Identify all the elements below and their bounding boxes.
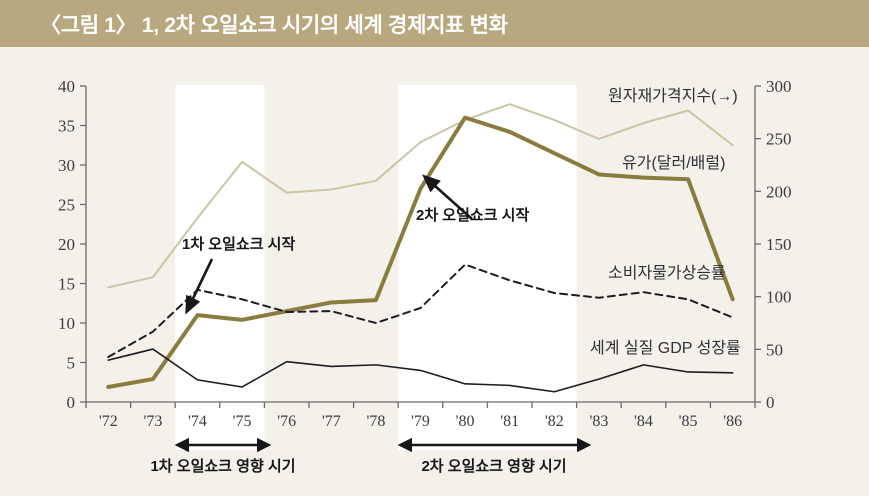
period-span-label: 2차 오일쇼크 영향 시기	[421, 457, 566, 475]
y-left-tick-label: 15	[58, 275, 75, 294]
series-line	[107, 263, 734, 358]
y-right-tick-label: 250	[766, 130, 792, 149]
y-right-tick-label: 0	[766, 393, 775, 412]
y-right-tick-label: 50	[766, 340, 783, 359]
chart-plot: 0 5 10 15 20 25 30 35 40 0 50 100 150 200 250 300 '72 '73…	[58, 77, 792, 475]
series-label: 유가(달러/배럴)	[622, 154, 725, 172]
x-tick-label: '83	[589, 413, 608, 430]
x-tick-label: '72	[99, 413, 118, 430]
x-tick-label: '85	[679, 413, 698, 430]
chart-annotation-label: 1차 오일쇼크 시작	[182, 235, 295, 253]
chart-body: 0 5 10 15 20 25 30 35 40 0 50 100 150 200 250 300 '72 '73…	[0, 47, 869, 496]
chart-annotation-label: 2차 오일쇼크 시작	[416, 206, 529, 224]
period-span-label: 1차 오일쇼크 영향 시기	[150, 457, 295, 475]
y-left-tick-label: 35	[58, 117, 75, 136]
series-line	[107, 103, 734, 289]
y-left-tick-label: 30	[58, 156, 75, 175]
x-tick-label: '73	[143, 413, 162, 430]
y-left-tick-label: 5	[67, 354, 76, 373]
x-tick-label: '79	[411, 413, 430, 430]
x-tick-label: '84	[634, 413, 653, 430]
y-right-tick-label: 200	[766, 182, 792, 201]
series-label: 소비자물가상승률	[608, 264, 726, 282]
y-right-tick-label: 150	[766, 235, 792, 254]
x-tick-label: '81	[500, 413, 519, 430]
series-line	[106, 115, 735, 389]
chart-annotation-arrow	[422, 174, 473, 220]
x-tick-label: '80	[456, 413, 475, 430]
y-left-tick-label: 20	[58, 235, 75, 254]
series-label: 세계 실질 GDP 성장률	[590, 339, 741, 357]
y-right-tick-label: 300	[766, 77, 792, 96]
series-label: 원자재가격지수(→)	[608, 87, 738, 105]
x-tick-label: '77	[322, 413, 341, 430]
x-tick-label: '74	[188, 413, 207, 430]
y-left-tick-label: 40	[58, 77, 75, 96]
x-tick-label: '76	[277, 413, 296, 430]
figure-header-bar	[0, 0, 869, 47]
x-tick-label: '75	[233, 413, 252, 430]
x-tick-label: '78	[366, 413, 385, 430]
y-left-tick-label: 10	[58, 314, 75, 333]
x-tick-label: '82	[545, 413, 564, 430]
series-line	[107, 348, 734, 393]
y-right-tick-label: 100	[766, 288, 792, 307]
x-tick-label: '86	[723, 413, 742, 430]
y-left-tick-label: 25	[58, 196, 75, 215]
page-title: 〈그림 1〉 1, 2차 오일쇼크 시기의 세계 경제지표 변화	[40, 14, 508, 37]
chart-annotation-arrow	[185, 258, 214, 315]
shaded-band-1	[175, 85, 265, 450]
y-left-tick-label: 0	[67, 393, 76, 412]
shaded-band-2	[398, 85, 577, 450]
